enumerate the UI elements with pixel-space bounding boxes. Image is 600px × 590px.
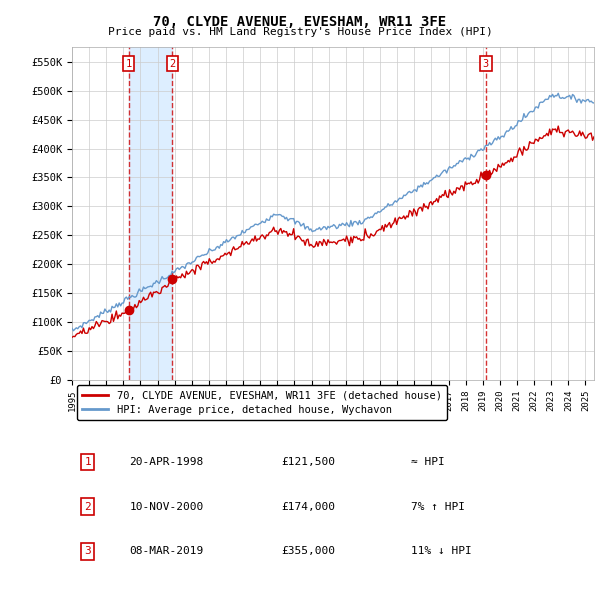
Text: 7% ↑ HPI: 7% ↑ HPI xyxy=(412,502,466,512)
Text: 70, CLYDE AVENUE, EVESHAM, WR11 3FE: 70, CLYDE AVENUE, EVESHAM, WR11 3FE xyxy=(154,15,446,29)
Text: 10-NOV-2000: 10-NOV-2000 xyxy=(130,502,203,512)
Text: 20-APR-1998: 20-APR-1998 xyxy=(130,457,203,467)
Text: 2: 2 xyxy=(169,59,175,69)
Text: 08-MAR-2019: 08-MAR-2019 xyxy=(130,546,203,556)
Text: 3: 3 xyxy=(483,59,489,69)
Bar xyxy=(128,47,172,380)
Text: ≈ HPI: ≈ HPI xyxy=(412,457,445,467)
Text: 1: 1 xyxy=(125,59,132,69)
Text: £355,000: £355,000 xyxy=(281,546,335,556)
Text: Price paid vs. HM Land Registry's House Price Index (HPI): Price paid vs. HM Land Registry's House … xyxy=(107,27,493,37)
Text: 3: 3 xyxy=(84,546,91,556)
Text: £121,500: £121,500 xyxy=(281,457,335,467)
Text: 11% ↓ HPI: 11% ↓ HPI xyxy=(412,546,472,556)
Text: 1: 1 xyxy=(84,457,91,467)
Text: £174,000: £174,000 xyxy=(281,502,335,512)
Text: 2: 2 xyxy=(84,502,91,512)
Legend: 70, CLYDE AVENUE, EVESHAM, WR11 3FE (detached house), HPI: Average price, detach: 70, CLYDE AVENUE, EVESHAM, WR11 3FE (det… xyxy=(77,385,447,420)
